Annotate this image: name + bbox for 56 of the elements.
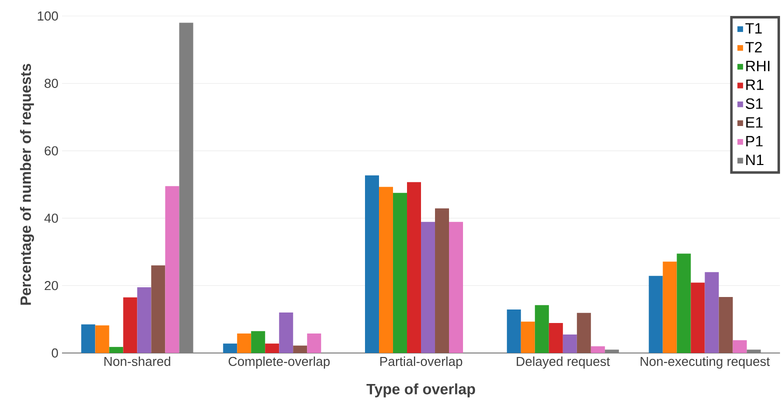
bar <box>690 282 705 353</box>
bar <box>223 344 238 353</box>
bar <box>365 175 380 353</box>
legend-label: R1 <box>746 80 764 90</box>
bar <box>265 344 280 353</box>
bar <box>548 323 563 353</box>
bar <box>137 287 152 353</box>
bar <box>393 192 408 353</box>
bar <box>293 346 308 353</box>
bar <box>590 346 605 353</box>
bar <box>165 186 180 353</box>
bar <box>449 222 464 353</box>
y-axis-title: Percentage of number of requests <box>20 64 34 305</box>
bar <box>279 312 294 353</box>
legend-label: S1 <box>746 98 763 109</box>
bar <box>407 182 422 353</box>
bar <box>662 262 677 353</box>
bar <box>520 322 535 353</box>
bar <box>534 305 549 353</box>
bar <box>676 254 691 353</box>
bar <box>123 297 138 353</box>
x-tick-label: Partial-overlap <box>380 356 462 369</box>
x-tick-label: Delayed request <box>516 356 610 369</box>
bar <box>732 340 747 353</box>
bar <box>576 312 591 353</box>
bar <box>109 346 124 353</box>
bar <box>506 310 521 353</box>
y-tick-label: 60 <box>44 146 58 156</box>
bar <box>379 186 394 353</box>
bar <box>151 265 166 353</box>
bar <box>718 297 733 353</box>
y-tick-label: 0 <box>52 348 58 358</box>
y-tick-label: 40 <box>44 214 58 223</box>
legend-label: E1 <box>746 117 763 128</box>
bar <box>307 333 322 353</box>
bar <box>81 324 96 353</box>
legend-label: T2 <box>745 42 762 52</box>
legend-label: N1 <box>746 154 764 166</box>
x-tick-label: Complete-overlap <box>228 356 330 369</box>
legend-label: RHI <box>746 60 770 72</box>
bar <box>648 276 663 353</box>
bar <box>237 333 252 353</box>
x-tick-label: Non-shared <box>104 356 170 366</box>
y-tick-label: 100 <box>38 11 58 21</box>
x-tick-label: Non-executing request <box>640 356 770 369</box>
bar <box>95 325 110 353</box>
bar <box>562 334 577 353</box>
y-tick-label: 20 <box>44 281 58 290</box>
legend-label: T1 <box>745 23 762 34</box>
x-axis-title: Type of overlap <box>366 383 476 398</box>
bar <box>251 331 266 353</box>
bar <box>704 272 719 353</box>
bar <box>421 222 436 353</box>
legend-label: P1 <box>746 136 763 146</box>
y-tick-label: 80 <box>44 78 58 88</box>
bar <box>435 208 450 353</box>
